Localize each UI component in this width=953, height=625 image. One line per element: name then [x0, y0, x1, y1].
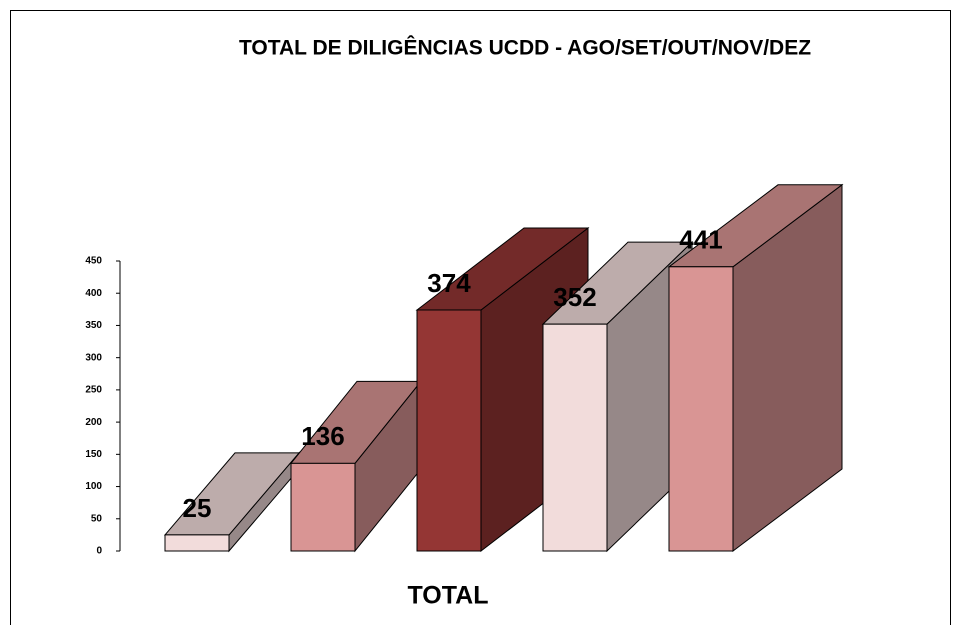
y-tick-label: 200 [85, 417, 102, 428]
y-tick-label: 350 [85, 320, 102, 331]
bar [164, 534, 230, 552]
bar [542, 323, 608, 552]
chart-title: TOTAL DE DILIGÊNCIAS UCDD - AGO/SET/OUT/… [239, 36, 811, 60]
data-label: 136 [301, 421, 344, 451]
data-label: 25 [183, 493, 212, 523]
y-tick-label: 300 [85, 352, 102, 363]
bar [290, 462, 356, 552]
y-tick-label: 100 [85, 481, 102, 492]
data-label: 441 [679, 225, 722, 255]
data-label: 352 [553, 282, 596, 312]
y-tick-label: 250 [85, 385, 102, 396]
bar [416, 309, 482, 552]
y-tick-label: 450 [85, 256, 102, 267]
bar [668, 266, 734, 552]
x-axis-label: TOTAL [407, 582, 488, 610]
y-tick-label: 50 [91, 513, 103, 524]
y-tick-label: 0 [96, 546, 102, 557]
data-label: 374 [427, 268, 471, 298]
y-tick-label: 400 [85, 288, 102, 299]
y-tick-label: 150 [85, 449, 102, 460]
